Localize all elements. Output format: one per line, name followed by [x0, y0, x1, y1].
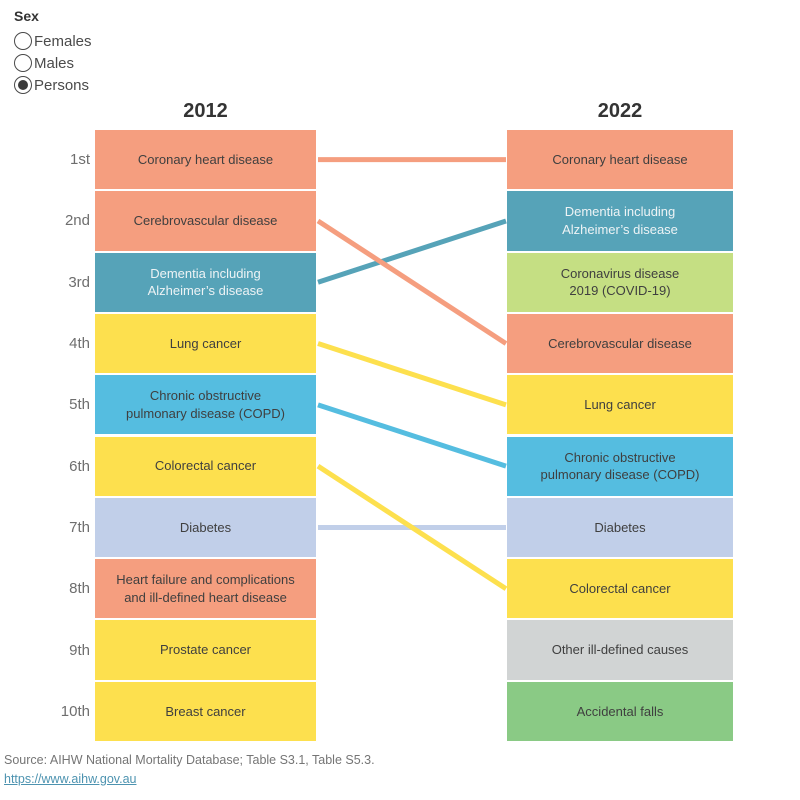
radio-dot-icon: [18, 80, 28, 90]
bar-2012-rank-9[interactable]: Prostate cancer: [95, 620, 316, 680]
bar-2022-rank-8[interactable]: Colorectal cancer: [507, 559, 733, 619]
rank-label-1st: 1st: [69, 151, 90, 169]
rank-label-9th: 9th: [69, 641, 90, 659]
sex-legend: Sex Females Males Persons: [14, 8, 92, 96]
legend-title: Sex: [14, 8, 39, 24]
bar-2022-rank-6[interactable]: Chronic obstructive pulmonary disease (C…: [507, 436, 733, 496]
bar-2012-rank-2[interactable]: Cerebrovascular disease: [95, 191, 316, 251]
rank-label-7th: 7th: [69, 518, 90, 536]
bar-2022-rank-10[interactable]: Accidental falls: [507, 681, 733, 741]
bar-2012-rank-10[interactable]: Breast cancer: [95, 681, 316, 741]
slope-line-rank3-to-rank2[interactable]: [317, 218, 507, 285]
bar-2022-rank-2[interactable]: Dementia including Alzheimer’s disease: [507, 191, 733, 251]
sex-option-label: Males: [34, 54, 75, 72]
bar-2012-rank-1[interactable]: Coronary heart disease: [95, 130, 316, 190]
bar-2022-rank-3[interactable]: Coronavirus disease 2019 (COVID-19): [507, 252, 733, 312]
radio-selected-icon[interactable]: [14, 76, 32, 94]
sex-option-persons[interactable]: Persons: [14, 74, 92, 96]
radio-unselected-icon[interactable]: [14, 32, 32, 50]
bar-2022-rank-7[interactable]: Diabetes: [507, 497, 733, 558]
source-text: Source: AIHW National Mortality Database…: [4, 753, 375, 767]
radio-unselected-icon[interactable]: [14, 54, 32, 72]
bar-2012-rank-3[interactable]: Dementia including Alzheimer’s disease: [95, 252, 316, 312]
bar-2022-rank-4[interactable]: Cerebrovascular disease: [507, 313, 733, 374]
sex-option-females[interactable]: Females: [14, 30, 92, 52]
footer: Source: AIHW National Mortality Database…: [4, 752, 375, 788]
bar-2022-rank-1[interactable]: Coronary heart disease: [507, 130, 733, 190]
sex-options: Females Males Persons: [14, 30, 92, 96]
sex-option-label: Females: [34, 32, 92, 50]
rank-label-2nd: 2nd: [64, 212, 90, 230]
column-header-2012: 2012: [183, 100, 228, 122]
bar-2012-rank-4[interactable]: Lung cancer: [95, 313, 316, 374]
column-header-2022: 2022: [597, 100, 643, 122]
bar-2012-rank-6[interactable]: Colorectal cancer: [95, 436, 316, 496]
rank-label-4th: 4th: [69, 335, 90, 353]
rank-label-8th: 8th: [69, 580, 90, 598]
sex-option-label: Persons: [34, 76, 90, 94]
bar-2012-rank-5[interactable]: Chronic obstructive pulmonary disease (C…: [95, 375, 316, 435]
bar-2012-rank-8[interactable]: Heart failure and complications and ill-…: [95, 559, 316, 619]
rank-label-3rd: 3rd: [68, 273, 90, 291]
slope-line-rank6-to-rank8[interactable]: [316, 464, 508, 591]
bar-2022-rank-9[interactable]: Other ill-defined causes: [507, 620, 733, 680]
rank-label-6th: 6th: [69, 457, 90, 475]
slope-line-rank2-to-rank4[interactable]: [316, 218, 508, 346]
slope-line-rank5-to-rank6[interactable]: [317, 402, 507, 469]
rank-label-5th: 5th: [69, 396, 90, 414]
source-link[interactable]: https://www.aihw.gov.au: [4, 771, 137, 786]
bar-2012-rank-7[interactable]: Diabetes: [95, 497, 316, 558]
sex-option-males[interactable]: Males: [14, 52, 92, 74]
slope-line-rank4-to-rank5[interactable]: [317, 341, 507, 408]
bar-2022-rank-5[interactable]: Lung cancer: [507, 375, 733, 435]
rank-label-10th: 10th: [60, 702, 90, 720]
